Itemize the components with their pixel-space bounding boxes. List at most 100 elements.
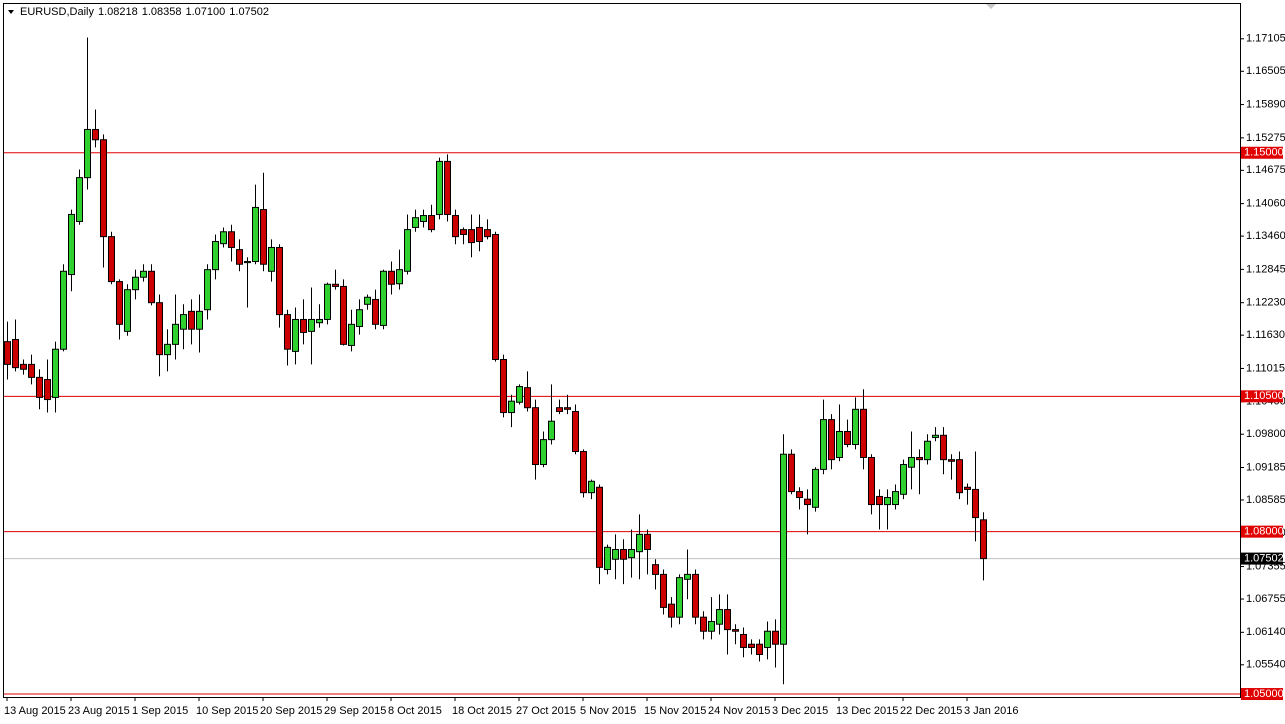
candle-body	[692, 573, 699, 618]
y-tick-label: 1.17105	[1246, 33, 1285, 45]
candle-body	[764, 630, 771, 648]
candle-body	[372, 298, 379, 325]
candle-body	[756, 643, 763, 656]
candle-body	[28, 363, 35, 378]
candle-body	[180, 314, 187, 330]
candle-body	[740, 633, 747, 648]
candle-body	[444, 160, 451, 215]
candle-body	[308, 318, 315, 332]
candle-body	[940, 434, 947, 461]
candle-body	[52, 348, 59, 398]
level-label: 1.08000	[1244, 526, 1284, 538]
y-tick-label: 1.09185	[1246, 461, 1285, 473]
candle-body	[980, 519, 987, 560]
candle-body	[964, 486, 971, 490]
candle-body	[732, 629, 739, 632]
current-price-label: 1.07502	[1244, 553, 1284, 565]
candle-body	[572, 410, 579, 453]
candle-body	[556, 407, 563, 412]
level-label-box	[1241, 688, 1283, 701]
open-price: 1.08218	[98, 6, 138, 18]
current-price-box	[1241, 552, 1283, 565]
x-tick-label: 10 Sep 2015	[196, 705, 258, 717]
candle-body	[156, 302, 163, 356]
candle-body	[908, 456, 915, 468]
candle-body	[396, 269, 403, 285]
x-tick-label: 3 Jan 2016	[964, 705, 1018, 717]
candle-body	[516, 386, 523, 403]
x-tick-label: 15 Nov 2015	[644, 705, 706, 717]
candle-body	[188, 310, 195, 330]
x-tick-label: 8 Oct 2015	[388, 705, 442, 717]
y-tick-label: 1.13460	[1246, 230, 1285, 242]
candle-body	[500, 359, 507, 414]
y-tick-label: 1.15890	[1246, 98, 1285, 110]
candle-body	[700, 616, 707, 632]
candle-body	[196, 310, 203, 330]
candle-body	[116, 281, 123, 325]
symbol-menu-arrow	[8, 10, 14, 14]
candle-body	[820, 419, 827, 470]
candle-body	[76, 177, 83, 222]
y-tick-label: 1.12230	[1246, 297, 1285, 309]
candle-body	[676, 577, 683, 618]
level-label-box	[1241, 390, 1283, 403]
y-tick-label: 1.11015	[1246, 362, 1285, 374]
candle-body	[468, 229, 475, 244]
candle-body	[316, 318, 323, 324]
candle-body	[300, 318, 307, 333]
candle-body	[36, 376, 43, 398]
plot-frame	[3, 3, 1241, 698]
candle-body	[612, 549, 619, 560]
candle-body	[900, 464, 907, 495]
chart-header: EURUSD,Daily 1.08218 1.08358 1.07100 1.07502	[20, 6, 269, 18]
high-price: 1.08358	[142, 6, 182, 18]
x-tick-label: 13 Aug 2015	[4, 705, 66, 717]
candle-body	[780, 453, 787, 645]
candle-body	[84, 128, 91, 179]
candle-body	[412, 217, 419, 228]
candle-body	[748, 643, 755, 648]
candle-body	[604, 546, 611, 571]
candle-body	[420, 215, 427, 222]
candle-body	[852, 408, 859, 445]
candle-body	[836, 431, 843, 458]
candle-body	[260, 209, 267, 265]
close-price: 1.07502	[229, 6, 269, 18]
candle-body	[724, 609, 731, 631]
candle-body	[4, 341, 11, 365]
candle-body	[380, 270, 387, 326]
candle-body	[172, 323, 179, 345]
x-tick-label: 13 Dec 2015	[836, 705, 898, 717]
y-tick-label: 1.05540	[1246, 659, 1285, 671]
candle-body	[844, 431, 851, 445]
candle-body	[204, 269, 211, 311]
y-tick-label: 1.09800	[1246, 428, 1285, 440]
x-tick-label: 24 Nov 2015	[708, 705, 770, 717]
symbol: EURUSD,Daily	[20, 6, 94, 18]
candle-body	[460, 229, 467, 235]
candle-body	[484, 229, 491, 238]
candle-body	[20, 363, 27, 370]
level-label-box	[1241, 146, 1283, 159]
candle-body	[44, 379, 51, 401]
x-tick-label: 23 Aug 2015	[68, 705, 130, 717]
candle-body	[620, 549, 627, 560]
candle-body	[972, 488, 979, 519]
candle-body	[108, 236, 115, 283]
candle-body	[236, 249, 243, 265]
candle-body	[660, 573, 667, 608]
candle-body	[580, 451, 587, 494]
candle-body	[932, 434, 939, 438]
y-tick-label: 1.14675	[1246, 164, 1285, 176]
candle-body	[956, 459, 963, 494]
candle-body	[492, 233, 499, 361]
candle-body	[476, 226, 483, 243]
candle-body	[788, 453, 795, 493]
candle-body	[884, 497, 891, 506]
candle-body	[804, 498, 811, 506]
candle-body	[404, 229, 411, 272]
candle-body	[876, 495, 883, 506]
y-tick-label: 1.08585	[1246, 494, 1285, 506]
